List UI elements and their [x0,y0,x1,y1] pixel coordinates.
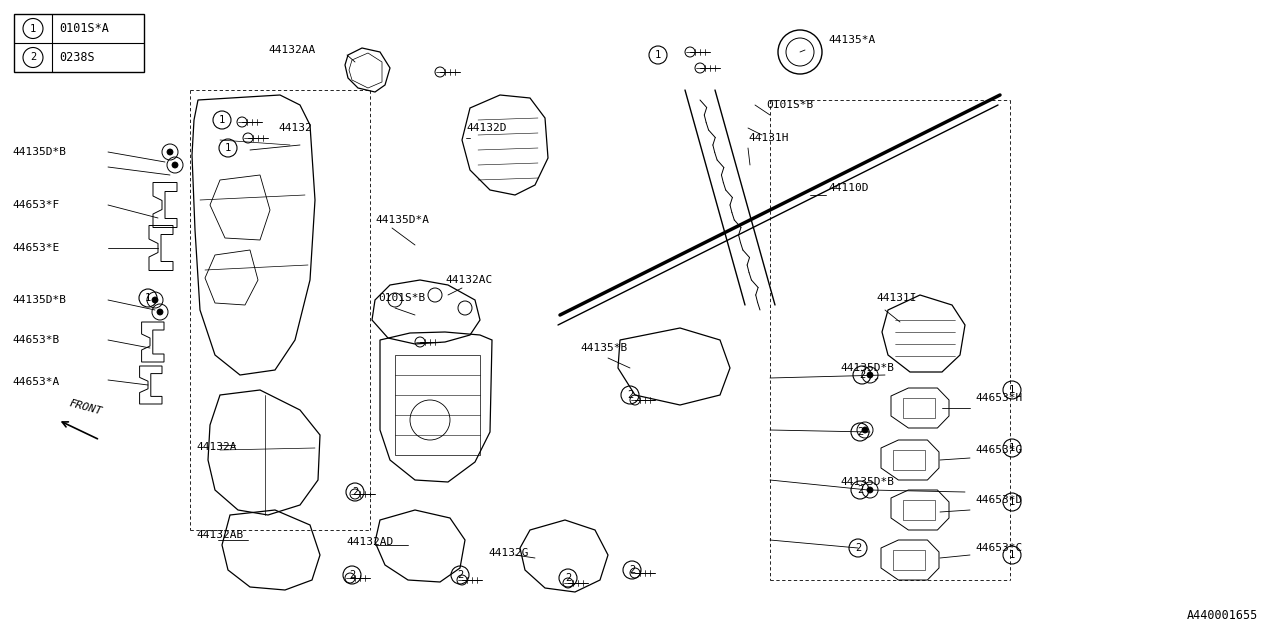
Text: 1: 1 [219,115,225,125]
Text: 0101S*B: 0101S*B [378,293,425,303]
Text: 44653*E: 44653*E [12,243,59,253]
Text: 2: 2 [349,570,355,580]
Text: 44135D*B: 44135D*B [12,147,67,157]
Text: 44653*H: 44653*H [975,393,1023,403]
Text: A440001655: A440001655 [1187,609,1258,622]
Text: 1: 1 [29,24,36,33]
Text: 2: 2 [856,485,863,495]
Text: 44135*A: 44135*A [828,35,876,45]
Text: 2: 2 [457,570,463,580]
Text: 44110D: 44110D [828,183,869,193]
Circle shape [166,149,173,155]
Text: 2: 2 [29,52,36,63]
Text: 2: 2 [859,370,865,380]
Text: 44135D*B: 44135D*B [12,295,67,305]
Text: 44132G: 44132G [488,548,529,558]
Text: 1: 1 [1009,385,1015,395]
Text: 44131I: 44131I [876,293,916,303]
Text: FRONT: FRONT [68,399,104,417]
Circle shape [861,427,868,433]
Circle shape [172,162,178,168]
Circle shape [867,487,873,493]
Text: 44653*B: 44653*B [12,335,59,345]
Text: 44132AD: 44132AD [346,537,393,547]
Text: 44653*G: 44653*G [975,445,1023,455]
Text: 1: 1 [145,293,151,303]
Text: 44653*C: 44653*C [975,543,1023,553]
Text: 1: 1 [1009,443,1015,453]
Text: 44132: 44132 [278,123,312,133]
Circle shape [867,372,873,378]
Text: 0238S: 0238S [59,51,95,64]
Circle shape [152,297,157,303]
Text: 2: 2 [855,543,861,553]
Text: 0101S*B: 0101S*B [765,100,813,110]
Text: 1: 1 [655,50,662,60]
Text: 1: 1 [1009,497,1015,507]
Text: 2: 2 [856,427,863,437]
Text: 1: 1 [1009,550,1015,560]
Text: 44135*B: 44135*B [580,343,627,353]
Text: 44653*F: 44653*F [12,200,59,210]
Text: 44132AA: 44132AA [268,45,315,55]
Text: 44132D: 44132D [466,123,507,133]
Text: 44132A: 44132A [196,442,237,452]
Text: 2: 2 [628,565,635,575]
Text: 44131H: 44131H [748,133,788,143]
Text: 2: 2 [627,390,634,400]
Bar [14,14,143,72]
Text: 2: 2 [352,487,358,497]
Text: 44135D*A: 44135D*A [375,215,429,225]
Text: 44132AB: 44132AB [196,530,243,540]
Text: 44132AC: 44132AC [445,275,493,285]
Text: 44135D*B: 44135D*B [840,363,893,373]
Text: 2: 2 [564,573,571,583]
Circle shape [157,309,163,315]
Text: 44135D*B: 44135D*B [840,477,893,487]
Text: 0101S*A: 0101S*A [59,22,109,35]
Text: 1: 1 [225,143,232,153]
Text: 44653*A: 44653*A [12,377,59,387]
Text: 44653*D: 44653*D [975,495,1023,505]
